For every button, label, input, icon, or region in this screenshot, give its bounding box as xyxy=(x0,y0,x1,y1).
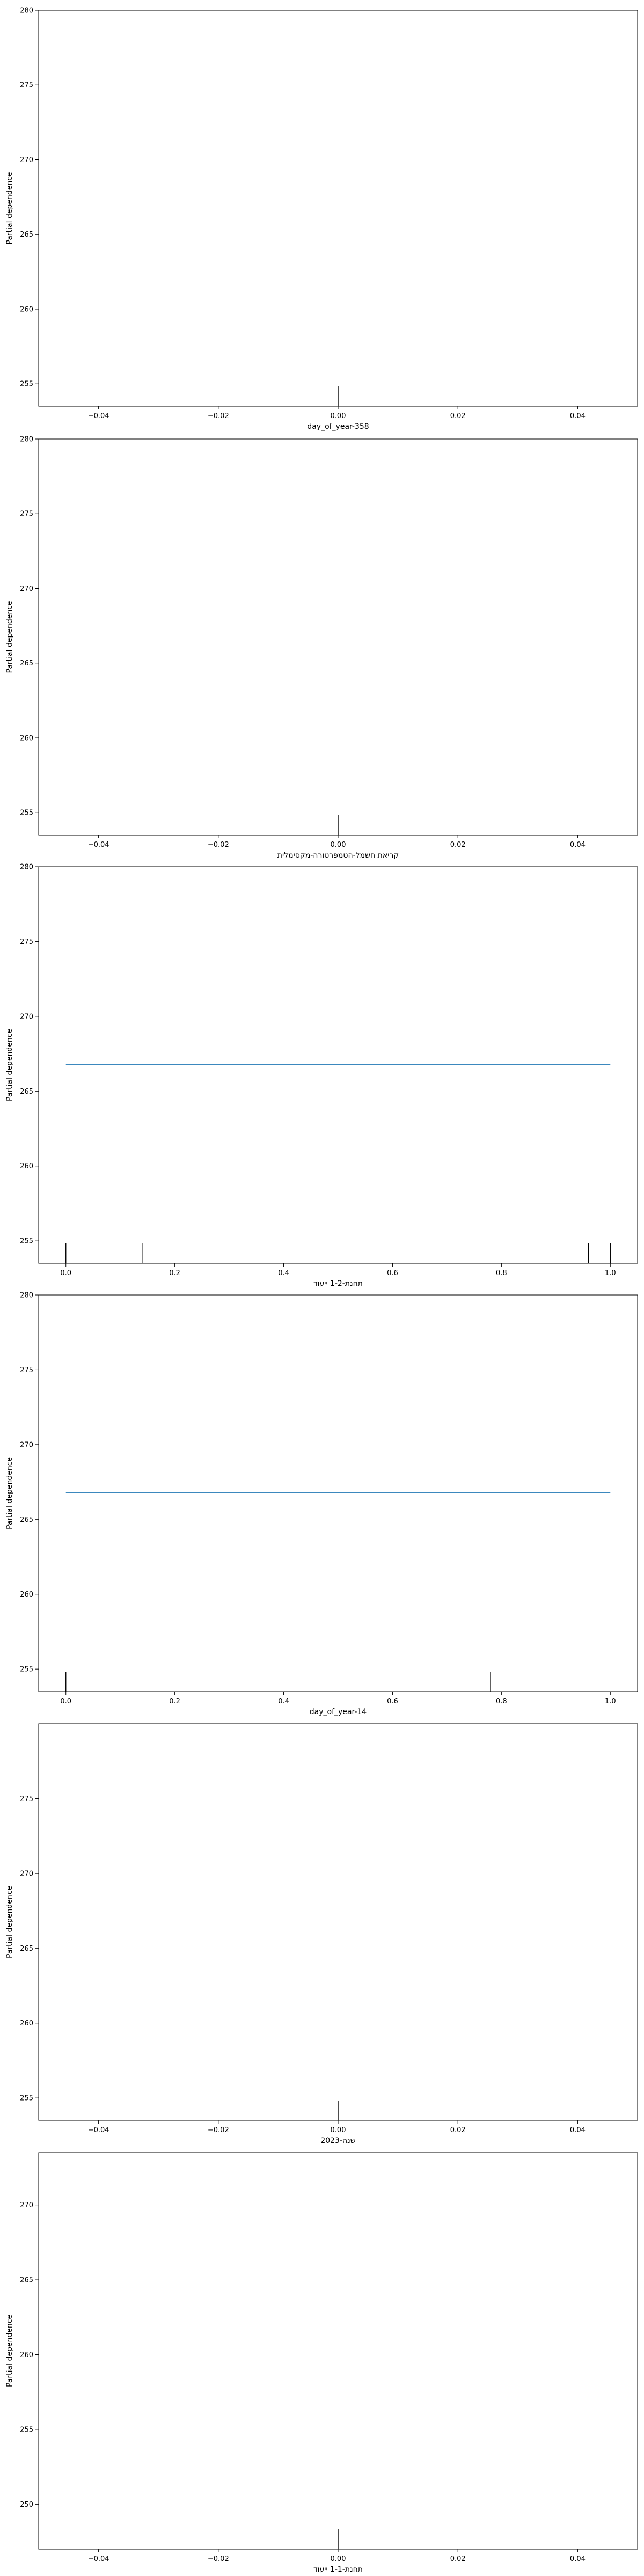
y-tick-label: 270 xyxy=(20,1870,33,1878)
y-tick-label: 265 xyxy=(20,1088,33,1096)
x-tick-label: 0.8 xyxy=(496,1269,507,1277)
y-tick-label: 260 xyxy=(20,1162,33,1170)
y-tick-label: 250 xyxy=(20,2501,33,2509)
plot-frame-6 xyxy=(38,2152,638,2550)
pd-plot-2: −0.04 −0.02 0.00 0.02 0.04 255 260 265 270 275 280… xyxy=(5,436,638,860)
x-tick-label: 0.04 xyxy=(570,412,586,420)
pd-plot-1: −0.04 −0.02 0.00 0.02 0.04 255 260 265 270 275 280… xyxy=(5,7,638,431)
x-tick-label: 1.0 xyxy=(605,1697,616,1706)
y-tick-label: 260 xyxy=(20,734,33,742)
y-axis-label: Partial dependence xyxy=(5,2315,14,2387)
x-tick-label: 0.2 xyxy=(169,1269,180,1277)
y-tick-label: 280 xyxy=(20,863,33,872)
y-tick-label: 255 xyxy=(20,2095,33,2103)
x-tick-label: −0.02 xyxy=(208,2555,229,2563)
y-tick-label: 265 xyxy=(20,1945,33,1953)
x-tick-label: 1.0 xyxy=(605,1269,616,1277)
plot-frame-5 xyxy=(38,1723,638,2121)
x-axis-label: day_of_year-14 xyxy=(310,1708,367,1716)
y-axis-label: Partial dependence xyxy=(5,601,14,673)
x-tick-label: 0.4 xyxy=(278,1269,289,1277)
x-tick-label: 0.02 xyxy=(450,2555,466,2563)
y-axis-label: Partial dependence xyxy=(5,1029,14,1101)
x-axis-label: שנה-2023 xyxy=(320,2136,355,2145)
y-tick-label: 255 xyxy=(20,2426,33,2434)
y-tick-label: 280 xyxy=(20,7,33,15)
x-tick-label: 0.04 xyxy=(570,2555,586,2563)
y-tick-label: 270 xyxy=(20,585,33,593)
x-tick-label: −0.04 xyxy=(88,2555,109,2563)
y-tick-label: 275 xyxy=(20,510,33,518)
y-tick-label: 270 xyxy=(20,156,33,164)
x-tick-label: −0.04 xyxy=(88,412,109,420)
x-axis-label: תחנת-1-2 ייעוד xyxy=(313,1279,363,1288)
x-tick-label: −0.04 xyxy=(88,841,109,849)
y-tick-label: 275 xyxy=(20,1795,33,1803)
x-tick-label: −0.04 xyxy=(88,2126,109,2134)
x-tick-label: 0.00 xyxy=(331,841,346,849)
y-axis-label: Partial dependence xyxy=(5,1457,14,1529)
x-tick-label: 0.04 xyxy=(570,841,586,849)
pd-plot-4: 0.0 0.2 0.4 0.6 0.8 1.0 255 260 265 270 275 280 day_… xyxy=(5,1292,638,1716)
x-tick-label: 0.00 xyxy=(331,2555,346,2563)
y-tick-label: 260 xyxy=(20,2019,33,2028)
plot-frame-3 xyxy=(38,866,638,1264)
y-tick-label: 275 xyxy=(20,1366,33,1374)
plot-frame-1 xyxy=(38,10,638,407)
y-tick-label: 275 xyxy=(20,82,33,90)
y-tick-label: 260 xyxy=(20,1591,33,1599)
x-axis-label: day_of_year-358 xyxy=(307,422,369,431)
x-tick-label: −0.02 xyxy=(208,841,229,849)
y-tick-label: 255 xyxy=(20,380,33,389)
y-tick-label: 260 xyxy=(20,305,33,313)
plot-frame-4 xyxy=(38,1294,638,1692)
y-tick-label: 265 xyxy=(20,1516,33,1524)
x-tick-label: 0.6 xyxy=(387,1697,398,1706)
x-tick-label: 0.04 xyxy=(570,2126,586,2134)
y-tick-label: 260 xyxy=(20,2351,33,2359)
y-tick-label: 280 xyxy=(20,436,33,444)
y-tick-label: 280 xyxy=(20,1292,33,1300)
y-tick-label: 265 xyxy=(20,2277,33,2285)
pd-plot-3: 0.0 0.2 0.4 0.6 0.8 1.0 255 260 265 270 275 280 תחנת… xyxy=(5,863,638,1288)
x-tick-label: 0.02 xyxy=(450,412,466,420)
pd-plot-6: −0.04 −0.02 0.00 0.02 0.04 250 255 260 265 270 תחנ… xyxy=(5,2152,638,2574)
y-tick-label: 265 xyxy=(20,231,33,239)
y-tick-label: 255 xyxy=(20,1666,33,1674)
x-tick-label: 0.02 xyxy=(450,841,466,849)
y-axis-label: Partial dependence xyxy=(5,172,14,244)
x-tick-label: 0.02 xyxy=(450,2126,466,2134)
x-axis-label: קריאת חשמל-הטמפרטורה-מקסימלית xyxy=(277,851,399,860)
x-tick-label: 0.4 xyxy=(278,1697,289,1706)
y-axis-label: Partial dependence xyxy=(5,1886,14,1958)
x-tick-label: 0.0 xyxy=(60,1697,71,1706)
y-tick-label: 255 xyxy=(20,1238,33,1246)
x-tick-label: 0.2 xyxy=(169,1697,180,1706)
x-tick-label: 0.6 xyxy=(387,1269,398,1277)
x-tick-label: −0.02 xyxy=(208,2126,229,2134)
x-tick-label: 0.8 xyxy=(496,1697,507,1706)
y-tick-label: 255 xyxy=(20,809,33,817)
x-axis-label: תחנת-1-1 ייעוד xyxy=(313,2565,363,2574)
x-tick-label: 0.0 xyxy=(60,1269,71,1277)
plot-frame-2 xyxy=(38,438,638,836)
y-tick-label: 270 xyxy=(20,1013,33,1021)
y-tick-label: 270 xyxy=(20,2201,33,2209)
x-tick-label: 0.00 xyxy=(331,2126,346,2134)
y-tick-label: 265 xyxy=(20,660,33,668)
x-tick-label: 0.00 xyxy=(331,412,346,420)
y-tick-label: 275 xyxy=(20,938,33,946)
y-tick-label: 270 xyxy=(20,1441,33,1449)
x-tick-label: −0.02 xyxy=(208,412,229,420)
pd-plot-5: −0.04 −0.02 0.00 0.02 0.04 255 260 265 270 275 שנה… xyxy=(5,1723,638,2145)
